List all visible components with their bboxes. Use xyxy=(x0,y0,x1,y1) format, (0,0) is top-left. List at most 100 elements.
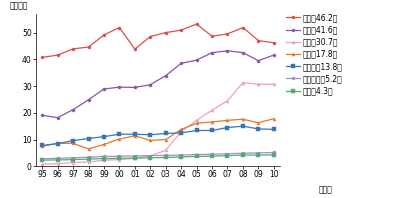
韓国（17.8） xyxy=(179,128,184,131)
韓国（17.8） xyxy=(225,119,230,122)
Legend: 日本（46.2）, 米国（41.6）, 中国（30.7）, 韓国（17.8）, ドイツ（13.8）, フランス（5.2）, 英国（4.3）: 日本（46.2）, 米国（41.6）, 中国（30.7）, 韓国（17.8）, … xyxy=(286,13,342,95)
英国（4.3） xyxy=(71,158,76,161)
Text: （年）: （年） xyxy=(319,186,333,195)
中国（30.7） xyxy=(194,119,199,122)
フランス（5.2） xyxy=(40,158,44,160)
中国（30.7） xyxy=(102,159,106,161)
Line: 日本（46.2）: 日本（46.2） xyxy=(41,23,275,59)
日本（46.2） xyxy=(132,48,137,50)
フランス（5.2） xyxy=(179,154,184,156)
英国（4.3） xyxy=(194,155,199,158)
ドイツ（13.8） xyxy=(55,142,60,145)
韓国（17.8） xyxy=(86,148,91,150)
ドイツ（13.8） xyxy=(86,137,91,140)
日本（46.2） xyxy=(86,46,91,48)
米国（41.6） xyxy=(55,116,60,119)
ドイツ（13.8） xyxy=(225,126,230,129)
Line: ドイツ（13.8）: ドイツ（13.8） xyxy=(41,125,275,147)
ドイツ（13.8） xyxy=(148,134,153,136)
フランス（5.2） xyxy=(148,154,153,157)
英国（4.3） xyxy=(117,157,122,159)
日本（46.2） xyxy=(179,29,184,31)
米国（41.6） xyxy=(132,86,137,89)
中国（30.7） xyxy=(225,100,230,102)
英国（4.3） xyxy=(86,158,91,160)
中国（30.7） xyxy=(148,155,153,157)
中国（30.7） xyxy=(71,161,76,164)
中国（30.7） xyxy=(117,158,122,161)
韓国（17.8） xyxy=(132,135,137,137)
英国（4.3） xyxy=(102,157,106,160)
ドイツ（13.8） xyxy=(179,132,184,134)
日本（46.2） xyxy=(256,39,261,42)
日本（46.2） xyxy=(225,33,230,35)
ドイツ（13.8） xyxy=(117,133,122,135)
日本（46.2） xyxy=(148,35,153,38)
日本（46.2） xyxy=(194,23,199,25)
日本（46.2） xyxy=(272,42,276,44)
米国（41.6） xyxy=(71,109,76,111)
英国（4.3） xyxy=(163,156,168,159)
米国（41.6） xyxy=(179,62,184,65)
韓国（17.8） xyxy=(40,145,44,148)
韓国（17.8） xyxy=(102,143,106,146)
フランス（5.2） xyxy=(225,153,230,155)
英国（4.3） xyxy=(240,154,245,156)
フランス（5.2） xyxy=(256,152,261,154)
英国（4.3） xyxy=(132,157,137,159)
ドイツ（13.8） xyxy=(163,132,168,135)
フランス（5.2） xyxy=(102,155,106,158)
中国（30.7） xyxy=(55,162,60,165)
中国（30.7） xyxy=(240,81,245,84)
中国（30.7） xyxy=(163,149,168,151)
ドイツ（13.8） xyxy=(240,125,245,127)
米国（41.6） xyxy=(117,86,122,88)
中国（30.7） xyxy=(132,157,137,159)
韓国（17.8） xyxy=(71,142,76,145)
日本（46.2） xyxy=(210,35,214,37)
韓国（17.8） xyxy=(55,142,60,145)
英国（4.3） xyxy=(210,155,214,157)
Line: 米国（41.6）: 米国（41.6） xyxy=(41,49,275,119)
中国（30.7） xyxy=(210,109,214,111)
英国（4.3） xyxy=(225,154,230,157)
英国（4.3） xyxy=(55,159,60,161)
ドイツ（13.8） xyxy=(194,129,199,132)
日本（46.2） xyxy=(163,31,168,34)
ドイツ（13.8） xyxy=(40,144,44,147)
米国（41.6） xyxy=(148,84,153,86)
韓国（17.8） xyxy=(272,118,276,120)
英国（4.3） xyxy=(272,154,276,156)
Line: 韓国（17.8）: 韓国（17.8） xyxy=(41,117,275,150)
フランス（5.2） xyxy=(210,153,214,155)
米国（41.6） xyxy=(272,54,276,56)
韓国（17.8） xyxy=(194,122,199,125)
Line: 英国（4.3）: 英国（4.3） xyxy=(41,153,275,162)
米国（41.6） xyxy=(163,74,168,77)
中国（30.7） xyxy=(86,161,91,163)
フランス（5.2） xyxy=(86,156,91,158)
日本（46.2） xyxy=(40,56,44,59)
フランス（5.2） xyxy=(117,155,122,157)
Line: フランス（5.2）: フランス（5.2） xyxy=(41,151,275,160)
中国（30.7） xyxy=(179,130,184,133)
Y-axis label: （万件）: （万件） xyxy=(10,2,28,11)
米国（41.6） xyxy=(40,114,44,116)
米国（41.6） xyxy=(210,51,214,54)
フランス（5.2） xyxy=(71,157,76,159)
中国（30.7） xyxy=(256,83,261,85)
ドイツ（13.8） xyxy=(210,129,214,132)
ドイツ（13.8） xyxy=(272,128,276,131)
日本（46.2） xyxy=(102,34,106,36)
ドイツ（13.8） xyxy=(132,133,137,135)
韓国（17.8） xyxy=(163,138,168,141)
中国（30.7） xyxy=(40,163,44,165)
韓国（17.8） xyxy=(240,118,245,120)
フランス（5.2） xyxy=(55,157,60,159)
フランス（5.2） xyxy=(163,154,168,157)
日本（46.2） xyxy=(71,48,76,50)
日本（46.2） xyxy=(55,54,60,56)
韓国（17.8） xyxy=(210,121,214,123)
日本（46.2） xyxy=(117,26,122,29)
フランス（5.2） xyxy=(240,152,245,154)
